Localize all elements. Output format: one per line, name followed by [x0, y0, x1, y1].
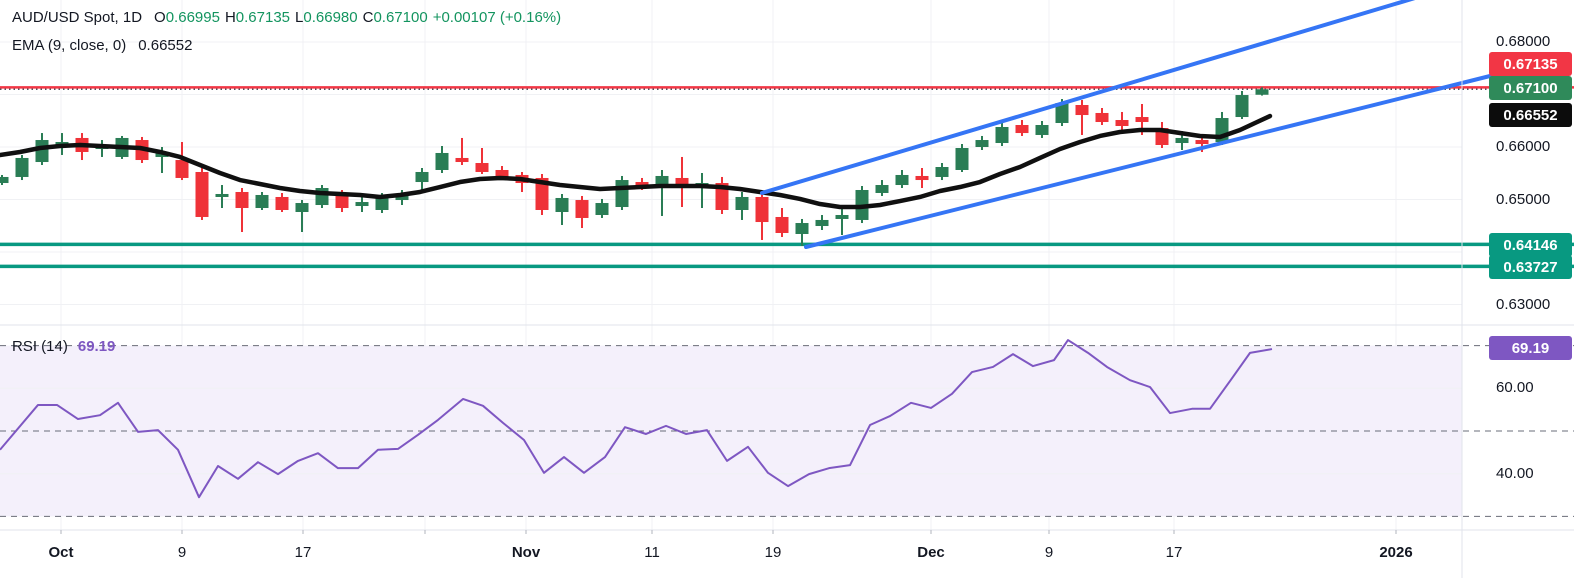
- candle-body: [875, 185, 889, 193]
- symbol-legend[interactable]: AUD/USD Spot, 1D O0.66995 H0.67135 L0.66980…: [12, 9, 561, 26]
- candle-body: [355, 202, 369, 207]
- rsi-legend[interactable]: RSI (14) 69.19: [12, 338, 115, 355]
- candle-body: [1135, 117, 1149, 123]
- candle-body: [1055, 103, 1069, 124]
- candle-body: [275, 196, 289, 210]
- rsi-value: 69.19: [77, 338, 116, 355]
- ema-line: [0, 113, 1273, 210]
- time-axis-label: 11: [644, 544, 660, 561]
- time-axis-label: 17: [294, 544, 312, 561]
- rsi-label: RSI (14): [12, 338, 68, 355]
- candle-body: [215, 193, 229, 197]
- price-axis-label: 0.66000: [1496, 138, 1551, 155]
- open-label: O: [154, 9, 166, 26]
- close-value: 0.67100: [373, 9, 428, 26]
- ema-legend[interactable]: EMA (9, close, 0) 0.66552: [12, 37, 192, 54]
- close-label: C: [362, 9, 374, 26]
- candle-body: [35, 140, 49, 163]
- rsi-line: [0, 339, 1273, 499]
- candle-body: [595, 203, 609, 215]
- candle-body: [535, 177, 549, 210]
- low-label: L: [295, 9, 304, 26]
- candle-body: [1195, 140, 1209, 145]
- candle-body: [555, 197, 569, 212]
- candle-body: [635, 182, 649, 188]
- time-axis-label: Nov: [511, 544, 541, 561]
- candle-body: [995, 126, 1009, 144]
- candle-body: [475, 163, 489, 172]
- candle-body: [955, 147, 969, 170]
- candle-body: [415, 171, 429, 183]
- rsi-axis-label: 40.00: [1496, 464, 1534, 482]
- candle-body: [1035, 125, 1049, 135]
- ema-value: 0.66552: [138, 37, 193, 54]
- time-axis-label: 17: [1165, 544, 1183, 561]
- time-axis-label: Dec: [917, 544, 945, 561]
- open-value: 0.66995: [165, 9, 220, 26]
- candle-body: [455, 157, 469, 163]
- change-value: +0.00107 (+0.16%): [432, 9, 562, 26]
- rsi-axis-label: 60.00: [1496, 379, 1534, 397]
- price-badge: 0.66552: [1489, 103, 1572, 127]
- candle-body: [1175, 137, 1189, 144]
- candle-body: [675, 177, 689, 187]
- candle-body: [375, 195, 389, 210]
- price-badge: 69.19: [1489, 336, 1572, 360]
- candle-body: [1095, 112, 1109, 123]
- price-badge: 0.67100: [1489, 76, 1572, 100]
- time-axis-label: 2026: [1379, 544, 1413, 561]
- candle-body: [435, 152, 449, 170]
- candle-body: [815, 219, 829, 227]
- candle-body: [1015, 125, 1029, 134]
- candle-body: [895, 174, 909, 186]
- price-badge: 0.64146: [1489, 233, 1572, 257]
- candle-body: [255, 194, 269, 209]
- price-axis-label: 0.68000: [1496, 33, 1551, 50]
- candle-body: [15, 157, 29, 177]
- time-axis-label: 9: [1044, 544, 1054, 561]
- symbol-title: AUD/USD Spot, 1D: [12, 9, 143, 26]
- candle-body: [615, 180, 629, 208]
- candle-body: [575, 200, 589, 218]
- time-axis-label: 19: [764, 544, 782, 561]
- high-label: H: [224, 9, 236, 26]
- price-axis-label: 0.63000: [1496, 295, 1551, 313]
- candle-body: [975, 140, 989, 147]
- candle-body: [235, 191, 249, 209]
- time-axis-label: 9: [177, 544, 187, 561]
- candle-body: [935, 167, 949, 177]
- candle-body: [195, 171, 209, 217]
- candle-body: [915, 175, 929, 181]
- candle-body: [1075, 105, 1089, 116]
- time-axis-label: Oct: [48, 544, 74, 561]
- trend-channel-line: [760, 0, 1416, 195]
- candle-body: [395, 195, 409, 201]
- low-value: 0.66980: [303, 9, 358, 26]
- candle-body: [175, 160, 189, 178]
- candle-body: [0, 176, 9, 184]
- candle-body: [735, 196, 749, 210]
- candle-body: [495, 169, 509, 177]
- trend-channel-line: [804, 74, 1492, 249]
- candle-body: [795, 223, 809, 234]
- price-badge: 0.63727: [1489, 255, 1572, 279]
- ema-label: EMA (9, close, 0): [12, 37, 127, 54]
- candle-body: [335, 194, 349, 209]
- candle-body: [655, 175, 669, 185]
- candle-body: [1235, 95, 1249, 118]
- candle-body: [775, 216, 789, 233]
- candle-body: [755, 196, 769, 223]
- candle-body: [1115, 120, 1129, 126]
- candle-body: [155, 152, 169, 157]
- high-value: 0.67135: [235, 9, 291, 26]
- candle-body: [295, 203, 309, 212]
- price-axis-label: 0.65000: [1496, 190, 1551, 208]
- price-badge: 0.67135: [1489, 52, 1572, 76]
- candle-body: [1255, 89, 1269, 95]
- candle-body: [835, 214, 849, 219]
